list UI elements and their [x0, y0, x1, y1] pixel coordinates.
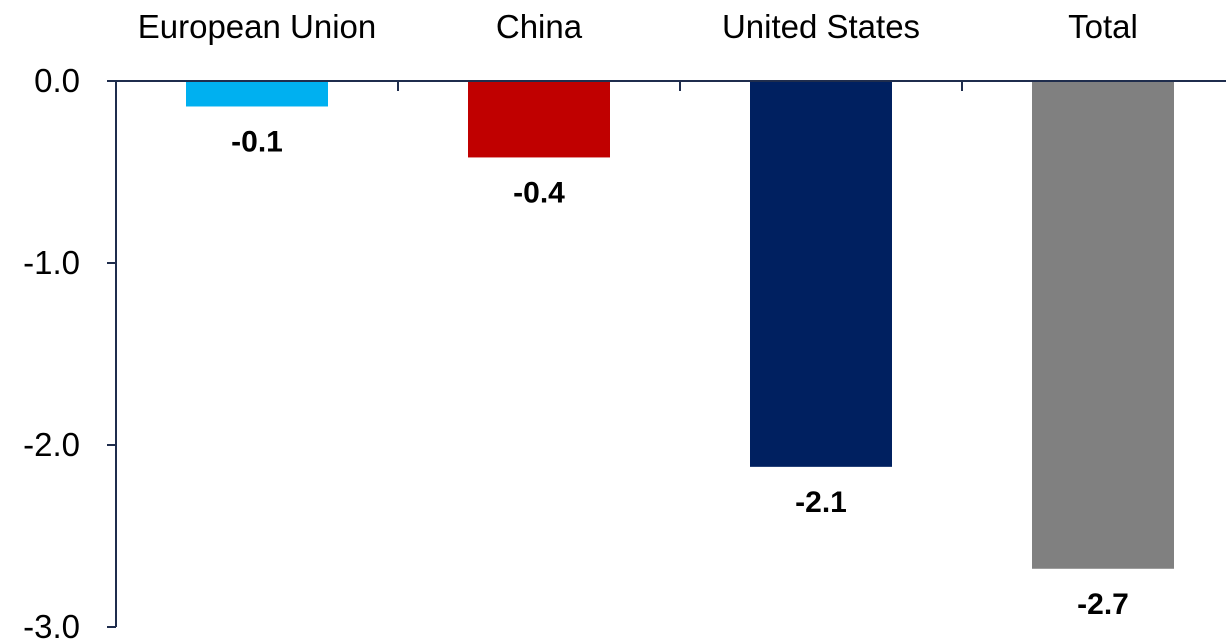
bar-china — [468, 81, 610, 158]
y-tick-label: -1.0 — [23, 244, 80, 281]
category-label: European Union — [138, 8, 377, 45]
data-label: -0.1 — [231, 125, 283, 158]
bars-layer — [186, 81, 1174, 569]
bar-european-union — [186, 81, 328, 107]
y-tick-label: -3.0 — [23, 608, 80, 641]
axes-layer — [107, 80, 1226, 628]
category-label: United States — [722, 8, 920, 45]
y-tick-label: 0.0 — [34, 62, 80, 99]
bar-united-states — [750, 81, 892, 467]
data-label: -2.7 — [1077, 588, 1129, 621]
y-tick-label: -2.0 — [23, 426, 80, 463]
bar-total — [1032, 81, 1174, 569]
labels-layer: European Union -0.1 China -0.4 United States… — [23, 8, 1138, 641]
data-label: -0.4 — [513, 176, 565, 209]
data-label: -2.1 — [795, 486, 847, 519]
category-label: China — [496, 8, 583, 45]
category-label: Total — [1068, 8, 1138, 45]
